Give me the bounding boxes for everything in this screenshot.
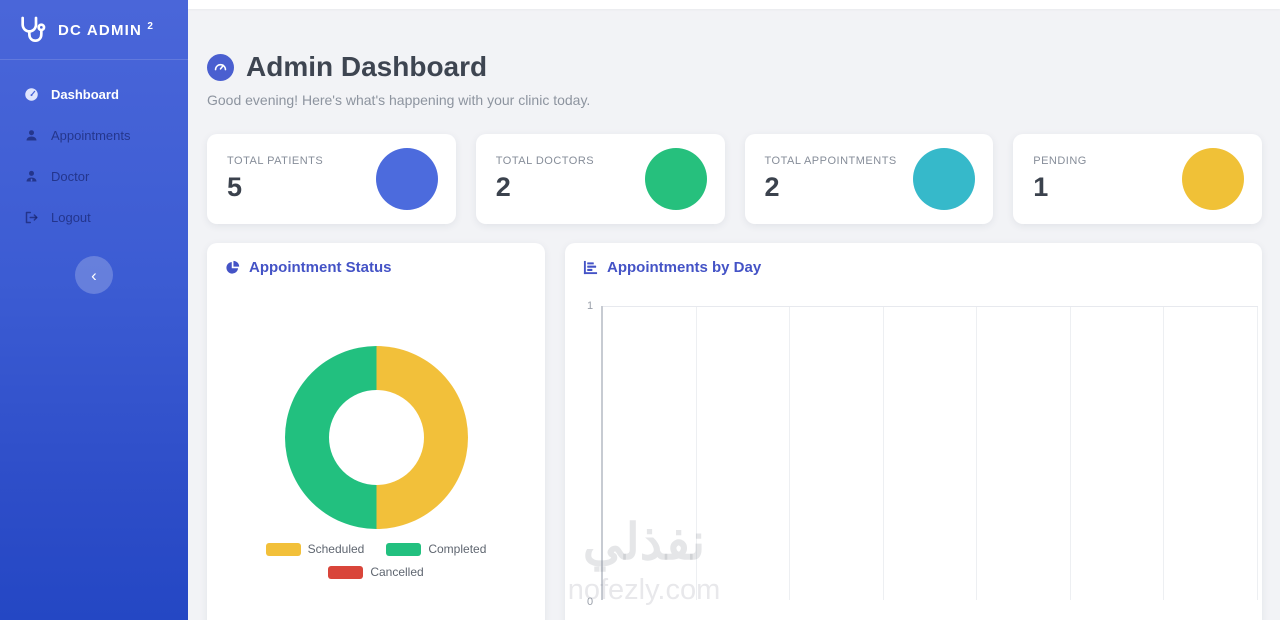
gridline-column: [697, 306, 791, 600]
sidebar-item-label: Dashboard: [51, 87, 119, 102]
appointments-circle-icon: [913, 148, 976, 210]
gridline-column: [790, 306, 884, 600]
doctors-circle-icon: [644, 148, 707, 210]
tachometer-icon: [24, 87, 39, 102]
legend-item-completed[interactable]: Completed: [386, 542, 486, 556]
appointments-by-day-plot: 1 0: [587, 300, 1258, 608]
chevron-left-icon: ‹: [91, 265, 97, 285]
cancelled-swatch: [328, 565, 364, 579]
gridline-column: [603, 306, 697, 600]
charts-row: Appointment Status Scheduled Completed: [207, 243, 1262, 620]
top-bar: [188, 0, 1280, 9]
sidebar-item-label: Logout: [51, 210, 91, 225]
chart-title: Appointments by Day: [607, 259, 762, 276]
sidebar-item-logout[interactable]: Logout: [0, 197, 188, 238]
legend-item-cancelled[interactable]: Cancelled: [328, 565, 424, 579]
y-axis-tick-0: 0: [587, 596, 594, 608]
brand-name: DC ADMIN 2: [58, 21, 155, 39]
bar-chart-icon: [583, 260, 598, 275]
sidebar-item-label: Doctor: [51, 169, 90, 184]
sidebar: DC ADMIN 2 Dashboard Appointments: [0, 0, 188, 620]
brand-superscript: 2: [147, 21, 155, 32]
stat-card-total-patients: TOTAL PATIENTS 5: [207, 134, 456, 224]
appointments-by-day-card: Appointments by Day 1 0: [565, 243, 1262, 620]
stat-label: TOTAL PATIENTS: [227, 155, 324, 167]
appointment-status-card: Appointment Status Scheduled Completed: [207, 243, 545, 620]
donut-hole: [328, 390, 424, 485]
completed-swatch: [386, 542, 422, 556]
sidebar-item-label: Appointments: [51, 128, 131, 143]
legend-label: Completed: [428, 542, 487, 556]
main-content: Admin Dashboard Good evening! Here's wha…: [188, 0, 1280, 620]
gridline-column: [1071, 306, 1165, 600]
stat-label: TOTAL APPOINTMENTS: [764, 155, 897, 167]
scheduled-swatch: [265, 542, 301, 556]
pending-circle-icon: [1182, 148, 1244, 210]
stat-value: 5: [227, 172, 243, 202]
legend-label: Scheduled: [307, 542, 365, 556]
page-subtitle: Good evening! Here's what's happening wi…: [207, 92, 591, 108]
doctor-icon: [24, 169, 39, 184]
sidebar-item-doctor[interactable]: Doctor: [0, 156, 188, 197]
pie-chart-icon: [225, 260, 240, 275]
page-header: Admin Dashboard: [207, 51, 1262, 83]
stat-label: PENDING: [1033, 155, 1087, 167]
sidebar-menu: Dashboard Appointments Doctor: [0, 60, 188, 238]
sidebar-collapse-button[interactable]: ‹: [75, 256, 113, 294]
stethoscope-icon: [16, 14, 48, 46]
gridline-column: [1164, 306, 1258, 600]
stat-card-pending: PENDING 1: [1013, 134, 1262, 224]
chart-title: Appointment Status: [249, 259, 392, 276]
legend-item-scheduled[interactable]: Scheduled: [265, 542, 365, 556]
stat-value: 1: [1033, 172, 1049, 202]
appointment-status-donut: [284, 346, 468, 529]
stats-row: TOTAL PATIENTS 5 TOTAL DOCTORS 2 TOTAL A…: [207, 134, 1262, 224]
legend-label: Cancelled: [370, 565, 424, 579]
logo: DC ADMIN 2: [0, 0, 188, 60]
user-icon: [24, 128, 39, 143]
gridline-column: [977, 306, 1071, 600]
patients-circle-icon: [375, 148, 438, 210]
sidebar-item-appointments[interactable]: Appointments: [0, 115, 188, 156]
page-title: Admin Dashboard: [246, 51, 488, 82]
donut-legend: Scheduled Completed Cancelled: [225, 542, 527, 579]
y-axis-tick-1: 1: [587, 300, 594, 312]
stat-value: 2: [495, 172, 511, 202]
tachometer-icon: [207, 53, 234, 81]
logout-icon: [24, 210, 39, 225]
stat-card-total-appointments: TOTAL APPOINTMENTS 2: [744, 134, 994, 224]
gridline-column: [884, 306, 978, 600]
stat-value: 2: [764, 172, 780, 202]
stat-label: TOTAL DOCTORS: [495, 155, 595, 167]
stat-card-total-doctors: TOTAL DOCTORS 2: [475, 134, 725, 224]
sidebar-item-dashboard[interactable]: Dashboard: [0, 74, 188, 115]
